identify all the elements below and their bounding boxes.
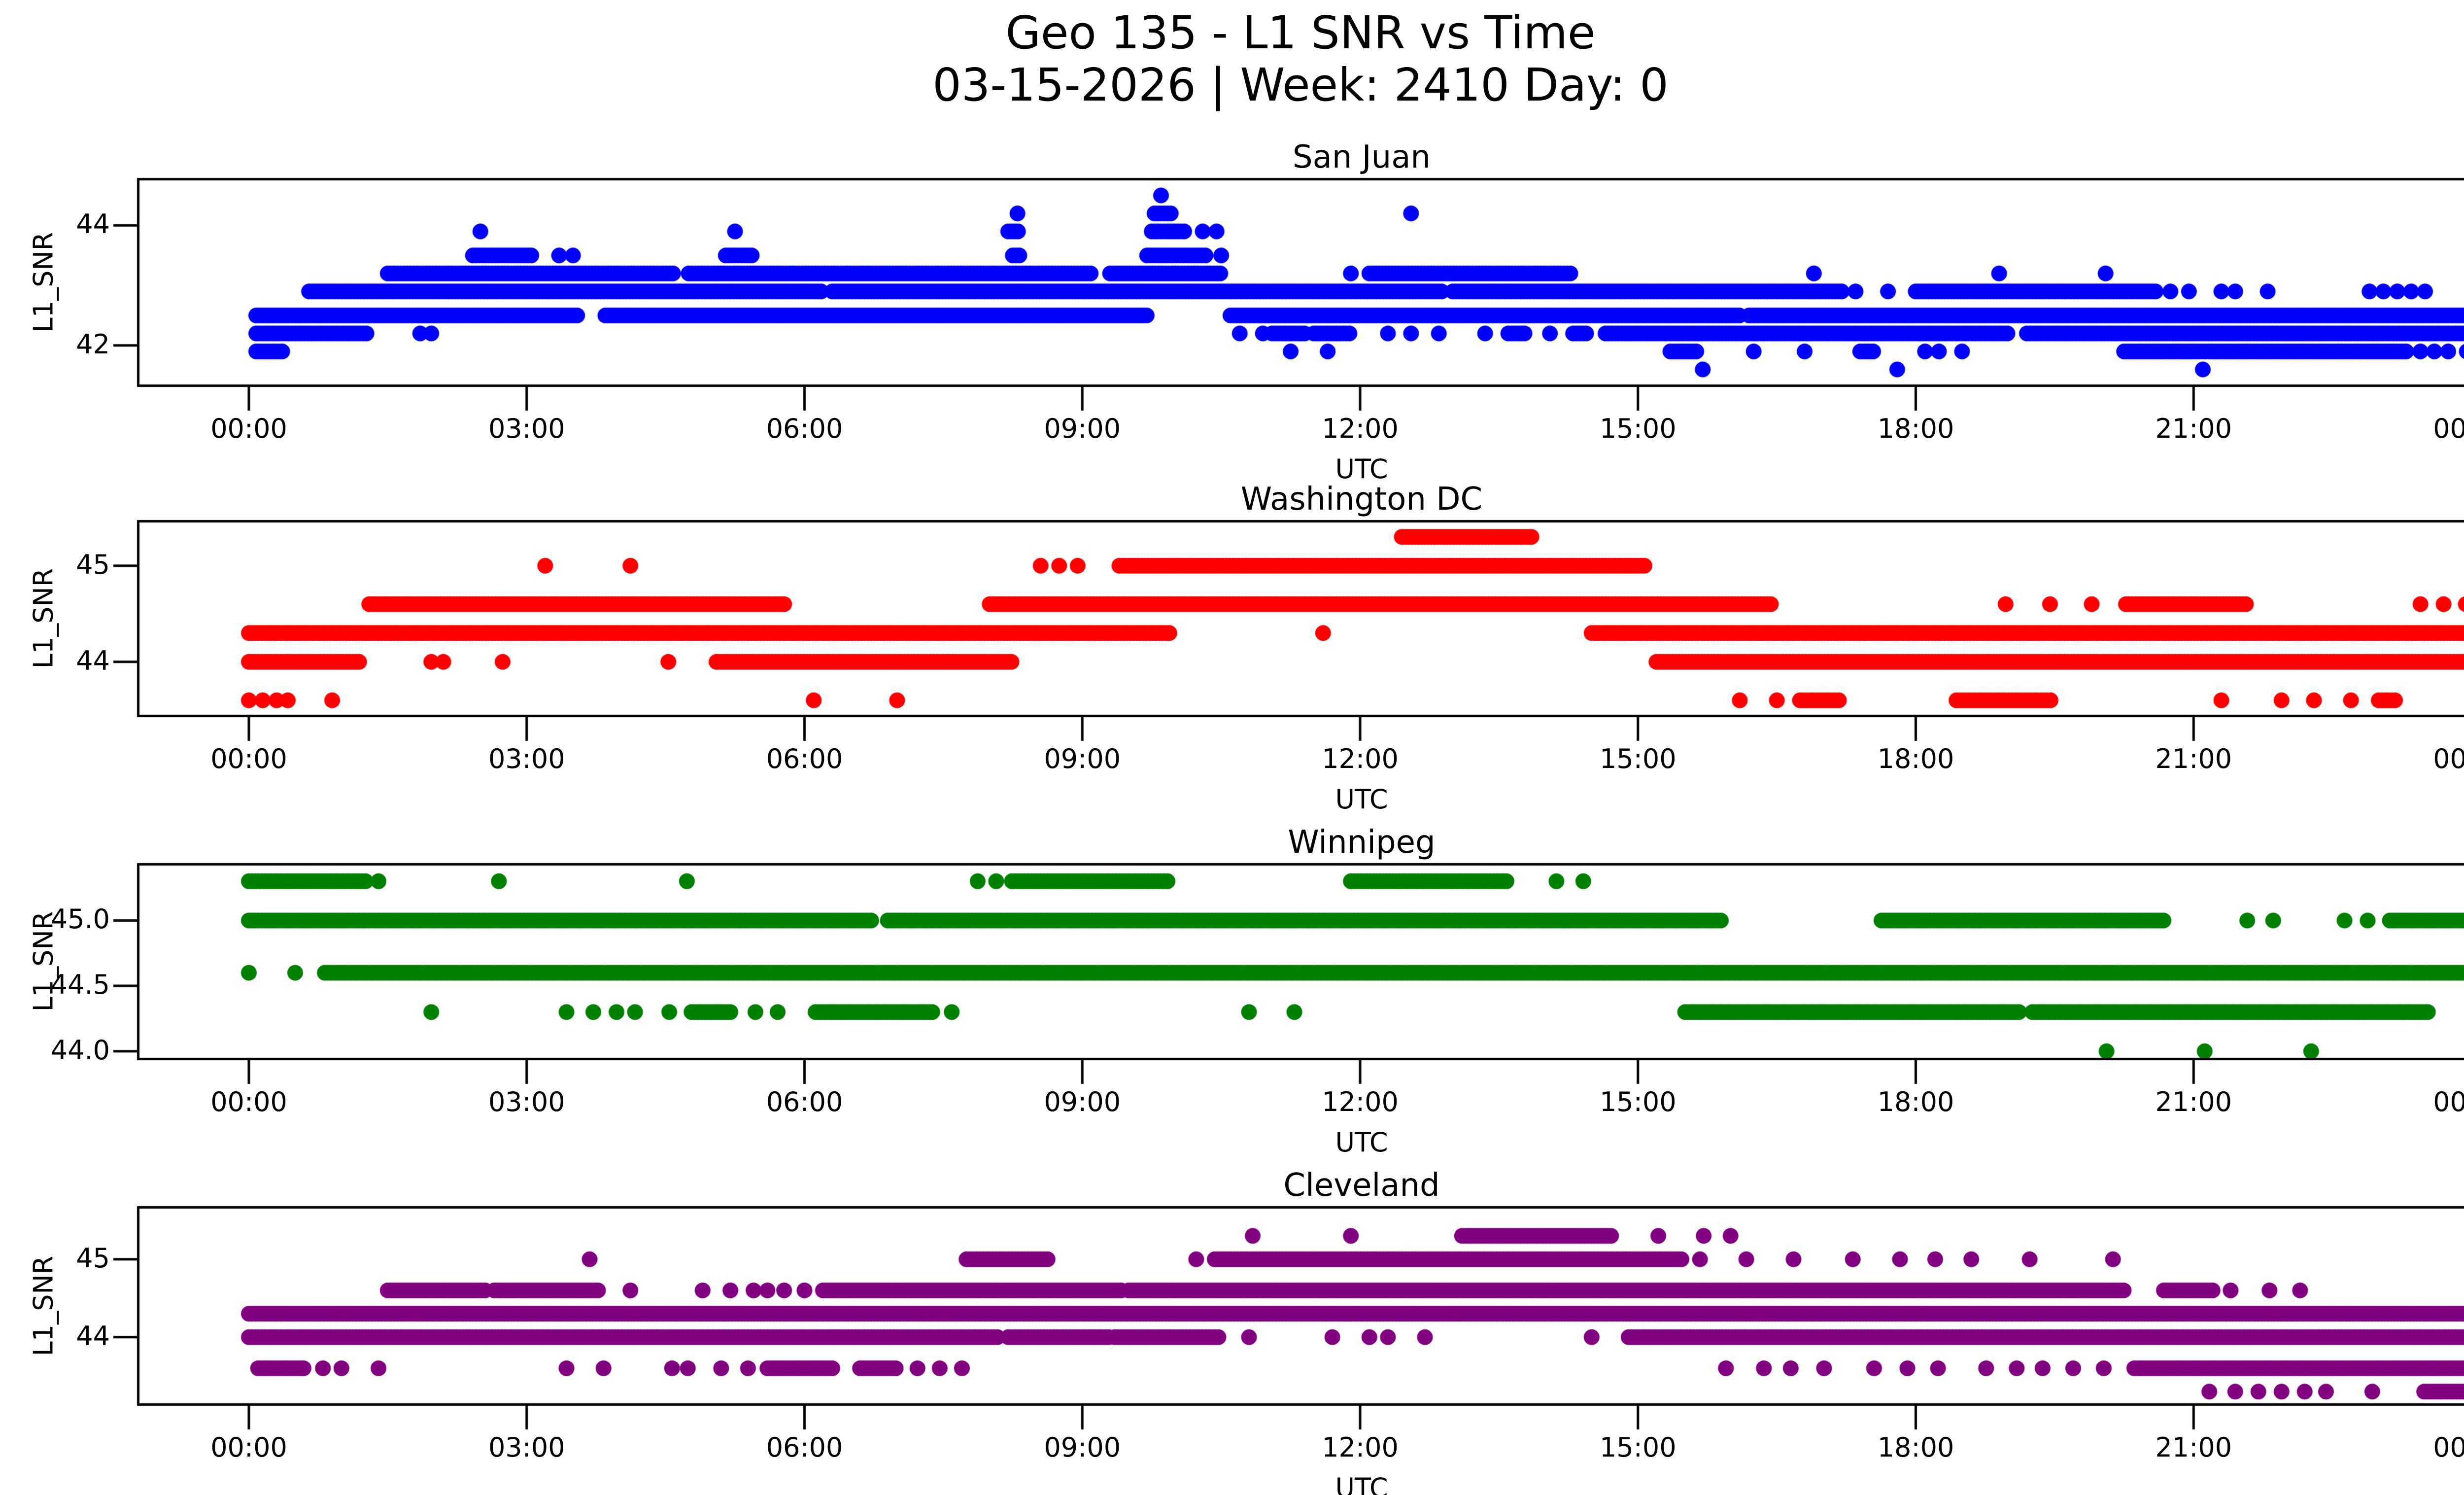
- x-tick-label: 03:00: [488, 413, 565, 444]
- x-tick-label: 09:00: [1044, 413, 1121, 444]
- y-tick-label: 44.5: [50, 969, 110, 1001]
- x-axis-label: UTC: [1335, 1127, 1388, 1158]
- x-tick-label: 09:00: [1044, 1086, 1121, 1117]
- x-tick-label: 03:00: [488, 743, 565, 774]
- x-tick-label: 00:00: [210, 743, 287, 774]
- x-tick-label: 21:00: [2155, 413, 2232, 444]
- x-axis-label: UTC: [1335, 1472, 1388, 1495]
- x-tick-label: 06:00: [766, 1432, 843, 1463]
- x-tick-label: 06:00: [766, 743, 843, 774]
- x-axis-label: UTC: [1335, 453, 1388, 485]
- x-tick-label: 18:00: [1877, 413, 1954, 444]
- y-tick-label: 45: [76, 1242, 110, 1274]
- scatter-plot-san-juan: [110, 174, 2464, 424]
- y-tick-label: 44: [76, 645, 110, 676]
- x-tick-label: 15:00: [1599, 1432, 1677, 1463]
- x-tick-label: 09:00: [1044, 1432, 1121, 1463]
- x-tick-label: 21:00: [2155, 743, 2232, 774]
- x-tick-label: 12:00: [1322, 743, 1399, 774]
- x-tick-label: 00:00: [210, 413, 287, 444]
- subplot-title-washington-dc: Washington DC: [1240, 481, 1483, 518]
- x-tick-label: 18:00: [1877, 743, 1954, 774]
- y-tick-label: 44: [76, 209, 110, 240]
- figure-title: Geo 135 - L1 SNR vs Time: [1005, 6, 1596, 59]
- scatter-plot-winnipeg: [110, 860, 2464, 1097]
- y-tick-label: 45: [76, 549, 110, 580]
- x-tick-label: 06:00: [766, 413, 843, 444]
- subplot-title-cleveland: Cleveland: [1283, 1167, 1440, 1204]
- x-tick-label: 09:00: [1044, 743, 1121, 774]
- x-tick-label: 03:00: [488, 1086, 565, 1117]
- subplot-title-san-juan: San Juan: [1293, 139, 1431, 175]
- y-tick-label: 45.0: [50, 904, 110, 935]
- figure-subtitle: 03-15-2026 | Week: 2410 Day: 0: [932, 59, 1669, 111]
- x-tick-label: 12:00: [1322, 1086, 1399, 1117]
- x-axis-label: UTC: [1335, 784, 1388, 815]
- x-tick-label: 00:00: [2433, 1432, 2464, 1463]
- x-tick-label: 12:00: [1322, 1432, 1399, 1463]
- x-tick-label: 06:00: [766, 1086, 843, 1117]
- x-tick-label: 12:00: [1322, 413, 1399, 444]
- subplot-title-winnipeg: Winnipeg: [1288, 824, 1436, 861]
- y-tick-label: 44: [76, 1320, 110, 1352]
- x-tick-label: 18:00: [1877, 1432, 1954, 1463]
- y-tick-label: 42: [76, 328, 110, 360]
- x-tick-label: 15:00: [1599, 413, 1677, 444]
- x-tick-label: 21:00: [2155, 1086, 2232, 1117]
- scatter-plot-washington-dc: [110, 517, 2464, 754]
- x-tick-label: 00:00: [2433, 413, 2464, 444]
- x-tick-label: 00:00: [210, 1086, 287, 1117]
- x-tick-label: 18:00: [1877, 1086, 1954, 1117]
- x-tick-label: 21:00: [2155, 1432, 2232, 1463]
- x-tick-label: 03:00: [488, 1432, 565, 1463]
- scatter-plot-cleveland: [110, 1203, 2464, 1443]
- x-tick-label: 00:00: [2433, 743, 2464, 774]
- x-tick-label: 00:00: [210, 1432, 287, 1463]
- y-tick-label: 44.0: [50, 1034, 110, 1066]
- x-tick-label: 15:00: [1599, 1086, 1677, 1117]
- x-tick-label: 15:00: [1599, 743, 1677, 774]
- x-tick-label: 00:00: [2433, 1086, 2464, 1117]
